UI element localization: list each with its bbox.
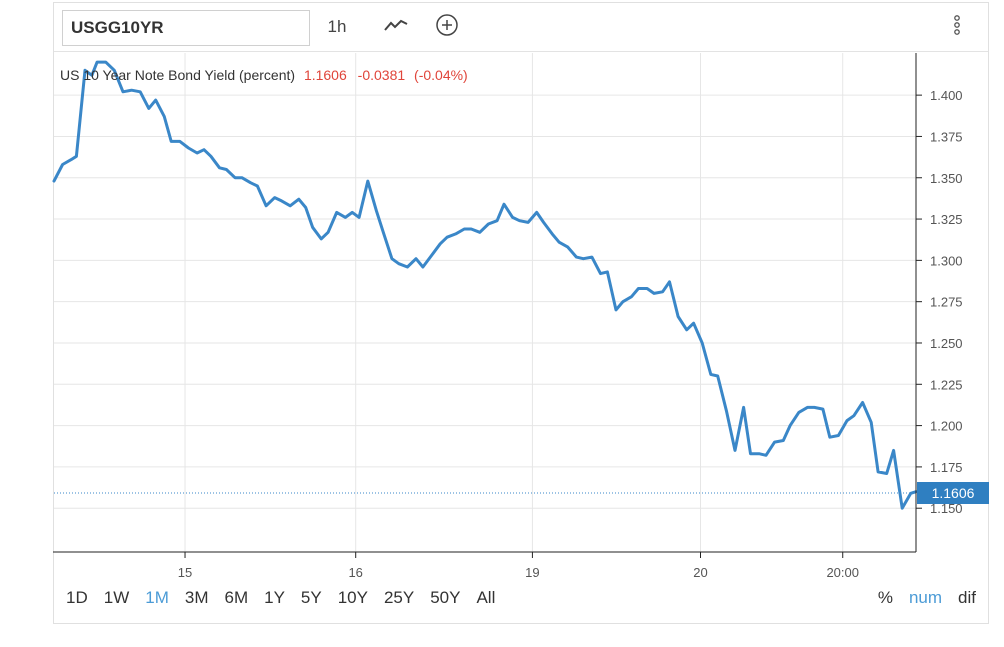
legend-name: US 10 Year Note Bond Yield (percent) [60,67,295,83]
range-selector: 1D 1W 1M 3M 6M 1Y 5Y 10Y 25Y 50Y All [66,588,511,614]
series-line [52,60,918,510]
x-tick-label: 15 [178,565,192,580]
y-tick-label: 1.150 [930,501,963,516]
y-tick-label: 1.250 [930,336,963,351]
x-tick-label: 20:00 [826,565,859,580]
interval-label: 1h [327,17,347,36]
y-tick-label: 1.200 [930,419,963,434]
symbol-input[interactable] [62,10,310,46]
vertical-dots-icon [952,13,962,42]
menu-button[interactable] [942,11,972,43]
series-group [52,60,918,510]
range-all[interactable]: All [476,588,496,607]
legend-change-pct: (-0.04%) [414,67,468,83]
line-chart-icon [383,17,409,38]
y-tick-label: 1.325 [930,212,963,227]
y-tick-label: 1.300 [930,253,963,268]
legend: US 10 Year Note Bond Yield (percent) 1.1… [60,67,468,83]
range-3m[interactable]: 3M [184,588,209,607]
interval-button[interactable]: 1h [316,11,358,43]
x-axis: 15 16 19 20 20:00 [178,552,859,580]
range-1w[interactable]: 1W [103,588,130,607]
legend-change: -0.0381 [358,67,406,83]
x-tick-label: 16 [348,565,362,580]
grid [54,53,916,552]
legend-last: 1.1606 [304,67,347,83]
range-50y[interactable]: 50Y [430,588,461,607]
y-tick-label: 1.275 [930,295,963,310]
unit-selector: % num dif [862,588,976,614]
range-1y[interactable]: 1Y [264,588,285,607]
range-25y[interactable]: 25Y [383,588,415,607]
plus-circle-icon [435,13,459,42]
y-tick-label: 1.375 [930,129,963,144]
range-10y[interactable]: 10Y [337,588,368,607]
y-tick-label: 1.175 [930,460,963,475]
add-indicator-button[interactable] [429,11,465,43]
y-tick-label: 1.225 [930,377,963,392]
range-5y[interactable]: 5Y [300,588,322,607]
range-1d[interactable]: 1D [66,588,88,607]
unit-dif[interactable]: dif [958,588,976,607]
chart-frame [53,2,989,624]
last-value-badge: 1.1606 [917,482,989,504]
chart-type-button[interactable] [376,11,416,43]
last-value-label: 1.1606 [932,485,975,501]
x-tick-label: 20 [693,565,707,580]
y-tick-label: 1.350 [930,171,963,186]
chart-toolbar: 1h [54,3,988,52]
y-axis: 1.400 1.375 1.350 1.325 1.300 1.275 1.250 1.225… [916,88,963,516]
range-1m[interactable]: 1M [145,588,169,607]
range-6m[interactable]: 6M [224,588,249,607]
x-tick-label: 19 [525,565,539,580]
unit-num[interactable]: num [908,588,943,607]
unit-percent[interactable]: % [877,588,893,607]
y-tick-label: 1.400 [930,88,963,103]
